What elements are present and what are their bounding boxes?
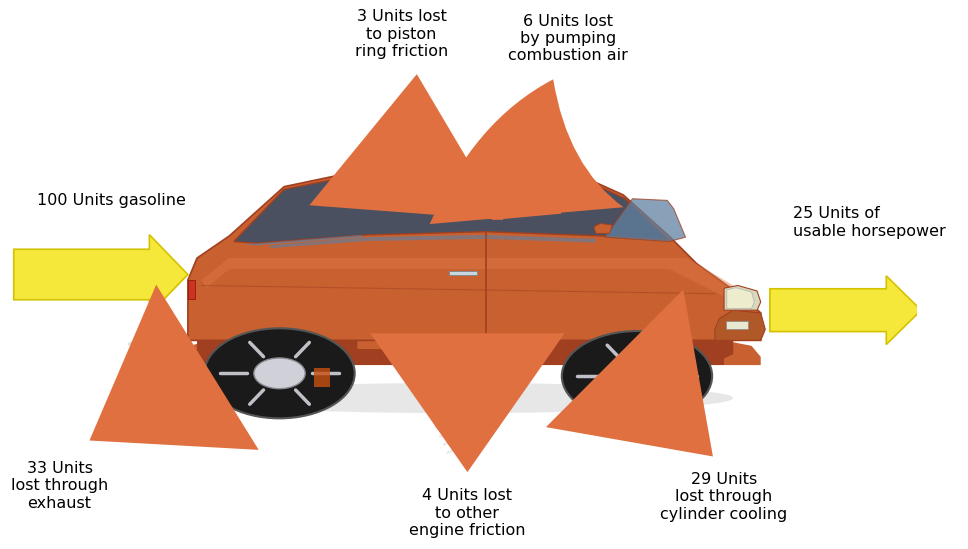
Polygon shape — [315, 368, 330, 387]
Polygon shape — [550, 340, 733, 365]
Polygon shape — [270, 235, 595, 248]
Polygon shape — [201, 258, 733, 296]
Polygon shape — [727, 288, 754, 309]
Circle shape — [612, 361, 663, 391]
Polygon shape — [770, 276, 922, 345]
Polygon shape — [179, 349, 724, 365]
Circle shape — [561, 331, 712, 421]
Circle shape — [204, 328, 354, 418]
Ellipse shape — [128, 341, 143, 347]
Polygon shape — [594, 223, 612, 233]
Polygon shape — [724, 285, 761, 310]
Polygon shape — [715, 310, 766, 340]
Text: 33 Units
lost through
exhaust: 33 Units lost through exhaust — [11, 461, 108, 511]
Text: 100 Units gasoline: 100 Units gasoline — [37, 193, 186, 208]
Text: 4 Units lost
to other
engine friction: 4 Units lost to other engine friction — [409, 489, 526, 538]
Polygon shape — [449, 271, 476, 274]
Polygon shape — [169, 349, 188, 354]
Polygon shape — [188, 280, 196, 299]
Polygon shape — [233, 167, 669, 243]
Text: networkn3tworks.com: networkn3tworks.com — [324, 198, 464, 461]
Text: 29 Units
lost through
cylinder cooling: 29 Units lost through cylinder cooling — [660, 472, 788, 522]
Polygon shape — [672, 371, 687, 390]
Polygon shape — [188, 165, 761, 340]
Text: 3 Units lost
to piston
ring friction: 3 Units lost to piston ring friction — [355, 9, 448, 59]
Polygon shape — [174, 340, 761, 365]
Polygon shape — [605, 199, 685, 242]
Circle shape — [254, 358, 305, 389]
Polygon shape — [14, 235, 188, 314]
Text: 25 Units of
usable horsepower: 25 Units of usable horsepower — [793, 206, 946, 239]
Ellipse shape — [136, 345, 153, 350]
Text: 6 Units lost
by pumping
combustion air: 6 Units lost by pumping combustion air — [508, 14, 628, 63]
Ellipse shape — [146, 348, 166, 355]
Polygon shape — [726, 321, 748, 329]
Polygon shape — [197, 340, 357, 365]
Polygon shape — [243, 235, 362, 245]
Ellipse shape — [183, 383, 733, 413]
